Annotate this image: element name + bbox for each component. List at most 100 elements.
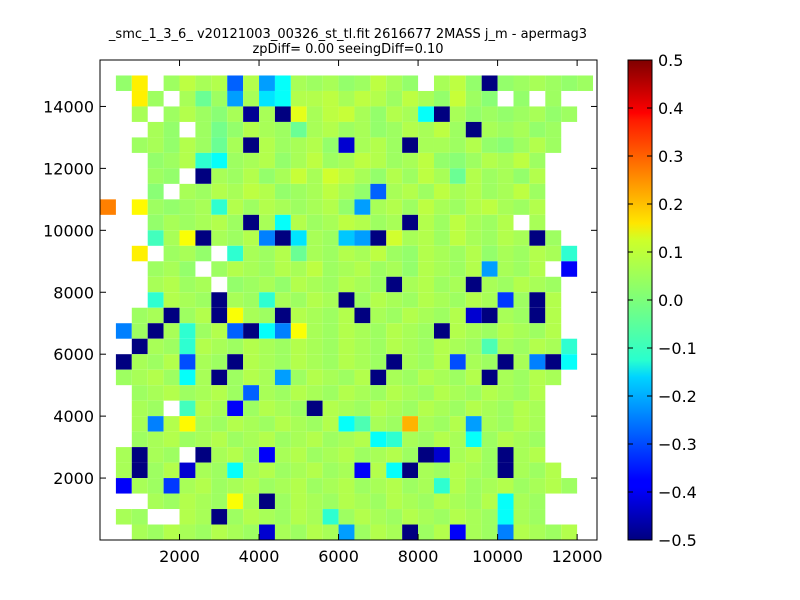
heatmap-cell	[481, 292, 498, 308]
heatmap-cell	[147, 369, 164, 386]
heatmap-cell	[195, 354, 212, 370]
heatmap-cell	[322, 354, 339, 370]
heatmap-cell	[513, 168, 530, 184]
heatmap-cell	[179, 230, 196, 246]
heatmap-cell	[354, 462, 371, 479]
heatmap-cell	[433, 338, 450, 355]
heatmap-cell	[418, 524, 434, 540]
heatmap-cell	[259, 168, 275, 184]
x-tick-label: 12000	[552, 547, 603, 566]
heatmap-cell	[418, 90, 434, 107]
heatmap-cell	[195, 524, 212, 540]
colorbar-tick-label: 0.2	[658, 195, 683, 214]
heatmap-cell	[227, 106, 244, 122]
heatmap-cell	[529, 323, 546, 339]
heatmap-cell	[274, 400, 291, 417]
heatmap-cell	[274, 385, 291, 401]
heatmap-cell	[290, 385, 307, 401]
heatmap-cell	[370, 230, 387, 246]
heatmap-cell	[402, 106, 419, 122]
heatmap-cell	[211, 369, 228, 386]
heatmap-cell	[497, 478, 514, 494]
heatmap-cell	[370, 354, 387, 370]
heatmap-cell	[338, 75, 355, 91]
heatmap-cell	[529, 478, 546, 494]
heatmap-cell	[402, 416, 419, 432]
heatmap-cell	[402, 478, 419, 494]
heatmap-cell	[418, 323, 434, 339]
heatmap-cell	[545, 137, 562, 153]
heatmap-cell	[433, 292, 450, 308]
heatmap-cell	[179, 524, 196, 540]
heatmap-cell	[513, 369, 530, 386]
heatmap-cell	[497, 276, 514, 293]
heatmap-cell	[545, 292, 562, 308]
heatmap-cell	[465, 214, 482, 231]
heatmap-cell	[306, 478, 323, 494]
heatmap-cell	[274, 509, 291, 525]
heatmap-cell	[290, 152, 307, 169]
heatmap-cell	[179, 416, 196, 432]
heatmap-cell	[529, 183, 546, 200]
heatmap-cell	[147, 90, 164, 107]
heatmap-cell	[370, 183, 387, 200]
heatmap-cell	[322, 323, 339, 339]
heatmap-cell	[529, 245, 546, 262]
heatmap-cell	[195, 137, 212, 153]
heatmap-cell	[402, 168, 419, 184]
heatmap-cell	[290, 90, 307, 107]
heatmap-cell	[147, 431, 164, 448]
heatmap-cell	[402, 276, 419, 293]
heatmap-cell	[243, 354, 260, 370]
heatmap-cell	[243, 137, 260, 153]
heatmap-cell	[259, 199, 275, 215]
heatmap-cell	[513, 75, 530, 91]
heatmap-cell	[306, 276, 323, 293]
heatmap-cell	[195, 276, 212, 293]
heatmap-cell	[227, 90, 244, 107]
heatmap-cell	[513, 478, 530, 494]
heatmap-cell	[227, 416, 244, 432]
heatmap-cell	[433, 137, 450, 153]
heatmap-cell	[338, 90, 355, 107]
heatmap-cell	[115, 75, 132, 91]
heatmap-cell	[274, 137, 291, 153]
heatmap-cell	[354, 261, 371, 277]
heatmap-cell	[386, 121, 403, 138]
heatmap-cell	[370, 462, 387, 479]
heatmap-cell	[354, 75, 371, 91]
heatmap-cell	[195, 431, 212, 448]
heatmap-cell	[163, 75, 180, 91]
heatmap-cell	[354, 338, 371, 355]
heatmap-cell	[290, 431, 307, 448]
heatmap-cell	[290, 524, 307, 540]
heatmap-cell	[465, 152, 482, 169]
heatmap-cell	[418, 447, 434, 463]
heatmap-cell	[433, 106, 450, 122]
colorbar-tick-label: 0.1	[658, 243, 683, 262]
heatmap-cell	[322, 369, 339, 386]
heatmap-cell	[386, 478, 403, 494]
heatmap-cell	[195, 152, 212, 169]
heatmap-cell	[513, 90, 530, 107]
heatmap-cell	[529, 152, 546, 169]
heatmap-cell	[322, 400, 339, 417]
heatmap-cell	[354, 416, 371, 432]
heatmap-cell	[433, 307, 450, 324]
heatmap-cell	[354, 214, 371, 231]
heatmap-cell	[290, 137, 307, 153]
heatmap-cell	[322, 261, 339, 277]
chart-subtitle: zpDiff= 0.00 seeingDiff=0.10	[252, 42, 443, 57]
heatmap-cell	[306, 214, 323, 231]
heatmap-cell	[433, 354, 450, 370]
heatmap-cell	[259, 416, 275, 432]
heatmap-cell	[290, 214, 307, 231]
heatmap-cell	[259, 462, 275, 479]
heatmap-cell	[465, 493, 482, 510]
heatmap-cell	[481, 183, 498, 200]
heatmap-cell	[481, 369, 498, 386]
heatmap-cell	[179, 152, 196, 169]
heatmap-cell	[227, 524, 244, 540]
heatmap-cell	[449, 354, 466, 370]
heatmap-cell	[529, 493, 546, 510]
